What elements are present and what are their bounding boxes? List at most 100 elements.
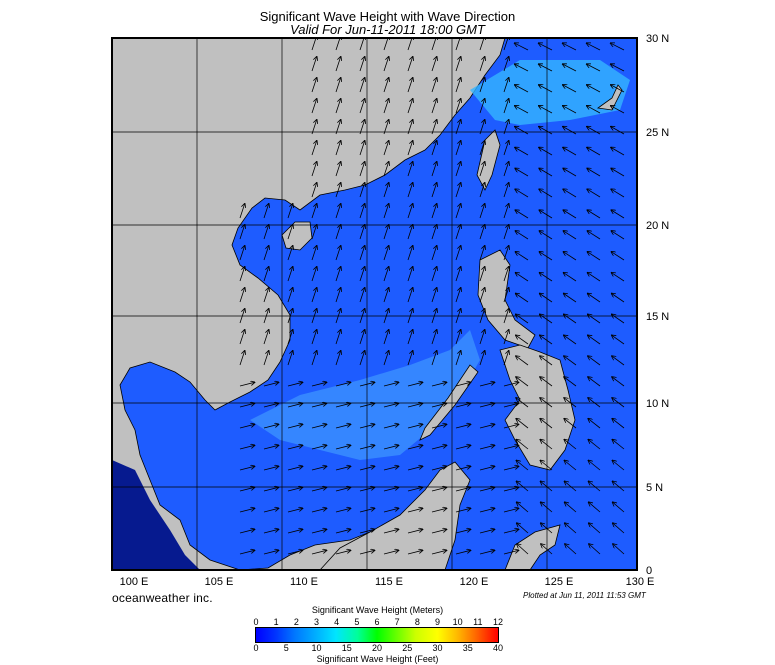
wave-arrow bbox=[611, 85, 625, 93]
wave-height-colorbar bbox=[255, 627, 499, 643]
lon-label: 125 E bbox=[545, 576, 574, 588]
wave-arrow bbox=[335, 330, 341, 345]
wave-arrow bbox=[407, 183, 413, 198]
wave-arrow bbox=[516, 294, 529, 303]
wave-arrow bbox=[479, 445, 495, 450]
wave-arrow bbox=[407, 508, 423, 513]
legend-meters-tick: 1 bbox=[273, 617, 279, 627]
wave-arrow bbox=[239, 403, 255, 408]
wave-arrow bbox=[517, 502, 529, 513]
wave-arrow bbox=[479, 550, 495, 555]
wave-arrow bbox=[588, 294, 601, 303]
wave-arrow bbox=[407, 99, 413, 114]
wave-arrow bbox=[588, 335, 601, 345]
wave-arrow bbox=[287, 529, 303, 534]
wave-arrow bbox=[588, 461, 601, 471]
wave-arrow bbox=[407, 204, 413, 219]
wave-arrow bbox=[611, 43, 625, 51]
wave-arrow bbox=[359, 529, 375, 534]
wave-arrow bbox=[588, 419, 601, 429]
wave-arrow bbox=[611, 127, 625, 135]
wave-arrow bbox=[263, 466, 279, 471]
wave-arrow bbox=[455, 141, 461, 156]
wave-arrow bbox=[515, 64, 529, 72]
wave-arrow bbox=[479, 183, 485, 198]
wave-arrow bbox=[563, 64, 577, 72]
wave-arrow bbox=[311, 99, 317, 114]
wave-arrow bbox=[431, 330, 437, 345]
legend-meters-tick: 5 bbox=[354, 617, 360, 627]
wave-arrow bbox=[539, 127, 553, 135]
wave-arrow bbox=[383, 267, 389, 282]
wave-arrow bbox=[588, 356, 601, 366]
wave-arrow bbox=[359, 99, 365, 114]
wave-arrow bbox=[539, 252, 553, 261]
wave-arrow bbox=[455, 120, 461, 135]
wave-arrow bbox=[611, 168, 625, 177]
wave-arrow bbox=[503, 78, 509, 93]
wave-arrow bbox=[263, 267, 269, 282]
wave-arrow bbox=[359, 424, 375, 429]
wave-arrow bbox=[540, 314, 553, 324]
wave-arrow bbox=[335, 78, 341, 93]
wave-arrow bbox=[287, 351, 293, 366]
wave-arrow bbox=[311, 246, 317, 261]
wave-arrow bbox=[407, 382, 423, 387]
wave-arrow bbox=[431, 529, 447, 534]
wave-arrow bbox=[311, 330, 317, 345]
wave-arrow bbox=[407, 246, 413, 261]
wave-arrow bbox=[239, 267, 245, 282]
wave-arrow bbox=[335, 204, 341, 219]
wave-arrow bbox=[540, 294, 553, 303]
wave-arrow bbox=[359, 225, 365, 240]
wave-arrow bbox=[431, 99, 437, 114]
wave-arrow bbox=[383, 120, 389, 135]
wave-arrow bbox=[263, 246, 269, 261]
wave-arrow bbox=[383, 162, 389, 177]
wave-arrow bbox=[612, 294, 625, 303]
wave-arrow bbox=[455, 487, 471, 492]
wave-arrow bbox=[455, 204, 461, 219]
wave-arrow bbox=[287, 225, 293, 240]
wave-arrow bbox=[588, 314, 601, 324]
wave-arrow bbox=[359, 403, 375, 408]
wave-arrow bbox=[431, 403, 447, 408]
wave-arrow bbox=[431, 141, 437, 156]
wave-arrow bbox=[564, 377, 577, 387]
wave-arrow bbox=[503, 445, 519, 450]
wave-arrow bbox=[516, 273, 529, 282]
wave-arrow bbox=[612, 314, 625, 324]
legend-meters-tick: 0 bbox=[253, 617, 259, 627]
wave-arrow bbox=[564, 419, 577, 429]
wave-arrow bbox=[503, 57, 509, 72]
wave-arrow bbox=[587, 210, 601, 219]
wave-arrow bbox=[311, 225, 317, 240]
wave-arrow bbox=[564, 356, 577, 366]
wave-arrow bbox=[287, 288, 293, 303]
wave-arrow bbox=[503, 351, 509, 366]
wave-arrow bbox=[588, 377, 601, 387]
wave-arrow bbox=[563, 85, 577, 93]
wave-arrow bbox=[383, 529, 399, 534]
wave-arrow bbox=[479, 225, 485, 240]
wave-arrow bbox=[311, 204, 317, 219]
wave-arrow bbox=[503, 382, 519, 387]
wave-arrow bbox=[239, 309, 245, 324]
wave-arrow bbox=[564, 440, 577, 450]
wave-arrow bbox=[287, 382, 303, 387]
wave-arrow bbox=[516, 461, 529, 471]
wave-arrow bbox=[383, 445, 399, 450]
wave-arrow bbox=[383, 204, 389, 219]
wave-arrow bbox=[287, 403, 303, 408]
wave-arrow bbox=[479, 466, 495, 471]
wave-arrow bbox=[335, 309, 341, 324]
wave-arrow bbox=[287, 309, 293, 324]
wave-arrow bbox=[359, 309, 365, 324]
wave-arrow bbox=[311, 403, 327, 408]
lon-label: 115 E bbox=[375, 576, 403, 588]
wave-arrow bbox=[287, 508, 303, 513]
wave-direction-arrows bbox=[239, 38, 625, 555]
wave-arrow bbox=[383, 288, 389, 303]
wave-arrow bbox=[431, 288, 437, 303]
wave-arrow bbox=[407, 529, 423, 534]
